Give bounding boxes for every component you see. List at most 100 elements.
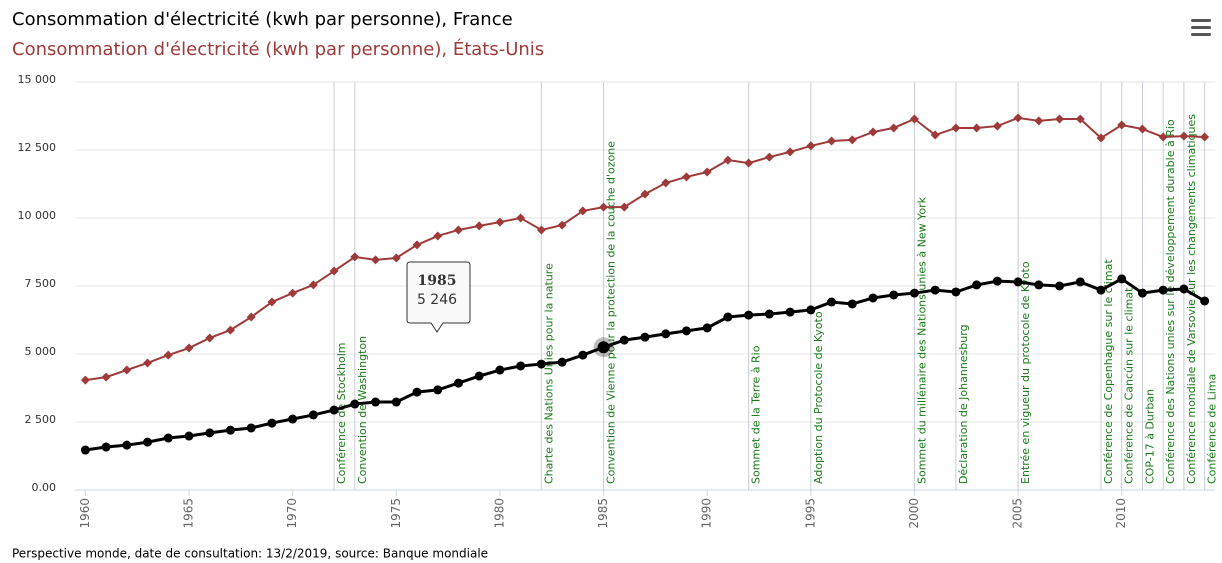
- point: [371, 255, 381, 265]
- y-tick-label: 2 500: [25, 413, 57, 426]
- point: [412, 240, 422, 250]
- point: [909, 114, 919, 124]
- point: [930, 285, 940, 295]
- point: [640, 332, 650, 342]
- point: [992, 121, 1002, 131]
- point: [184, 343, 194, 353]
- event-label: Adoption du Protocole de Kyoto: [812, 311, 825, 484]
- point: [412, 387, 422, 397]
- event-label: Convention de Washington: [356, 336, 369, 484]
- point: [350, 399, 360, 409]
- point: [143, 437, 153, 447]
- point: [1055, 114, 1065, 124]
- point: [1137, 124, 1147, 134]
- point: [827, 297, 837, 307]
- point: [1055, 281, 1065, 291]
- event-label: Conférence des Nations unies sur le déve…: [1164, 119, 1177, 484]
- x-tick-label: 1965: [182, 498, 196, 529]
- point: [308, 280, 318, 290]
- point: [163, 350, 173, 360]
- point: [827, 136, 837, 146]
- point: [101, 442, 111, 452]
- point: [640, 189, 650, 199]
- x-tick-label: 1985: [596, 498, 610, 529]
- menu-bar[interactable]: [1191, 33, 1211, 36]
- point: [391, 397, 401, 407]
- point: [267, 418, 277, 428]
- point: [474, 371, 484, 381]
- point: [1158, 132, 1168, 142]
- point: [702, 167, 712, 177]
- event-label: Sommet du millénaire des Nations unies à…: [915, 196, 928, 484]
- point: [495, 217, 505, 227]
- event-label: Déclaration de Johannesburg: [957, 324, 970, 484]
- event-label: Conférence de Cancún sur le climat: [1123, 287, 1136, 484]
- point: [371, 397, 381, 407]
- point: [681, 172, 691, 182]
- point: [972, 280, 982, 290]
- point: [433, 385, 443, 395]
- x-tick-label: 2005: [1011, 498, 1025, 529]
- point: [1137, 288, 1147, 298]
- menu-bar[interactable]: [1191, 26, 1211, 29]
- point: [288, 288, 298, 298]
- point: [1200, 132, 1210, 142]
- point: [785, 147, 795, 157]
- point: [80, 445, 90, 455]
- point: [474, 221, 484, 231]
- point: [723, 312, 733, 322]
- point: [453, 225, 463, 235]
- x-tick-label: 1980: [492, 498, 506, 529]
- point: [122, 365, 132, 375]
- point: [184, 431, 194, 441]
- point: [681, 326, 691, 336]
- point: [205, 333, 215, 343]
- point: [847, 135, 857, 145]
- point: [847, 299, 857, 309]
- event-label: Conférence de Lima: [1206, 374, 1219, 484]
- point: [619, 202, 629, 212]
- point: [536, 359, 546, 369]
- point: [267, 297, 277, 307]
- point: [578, 350, 588, 360]
- point: [536, 225, 546, 235]
- point: [723, 155, 733, 165]
- point: [205, 428, 215, 438]
- event-label: Charte des Nations Unies pour la nature: [542, 263, 555, 484]
- point: [1096, 133, 1106, 143]
- point: [516, 361, 526, 371]
- point: [785, 307, 795, 317]
- point: [101, 372, 111, 382]
- point: [972, 123, 982, 133]
- event-label: Sommet de la Terre à Rio: [750, 345, 763, 484]
- hover-point: [597, 341, 610, 354]
- menu-bar[interactable]: [1191, 19, 1211, 22]
- point: [225, 425, 235, 435]
- tooltip-value: 5 246: [417, 292, 457, 308]
- x-tick-label: 1990: [700, 498, 714, 529]
- x-tick-label: 1975: [389, 498, 403, 529]
- point: [557, 357, 567, 367]
- point: [80, 375, 90, 385]
- point: [495, 365, 505, 375]
- point: [1117, 120, 1127, 130]
- point: [868, 293, 878, 303]
- point: [702, 323, 712, 333]
- point: [453, 378, 463, 388]
- point: [1013, 113, 1023, 123]
- source-note: Perspective monde, date de consultation:…: [12, 547, 488, 561]
- point: [1158, 285, 1168, 295]
- point: [1075, 114, 1085, 124]
- menu-button[interactable]: [1191, 19, 1211, 36]
- x-tick-label: 1960: [78, 498, 92, 529]
- point: [122, 440, 132, 450]
- tooltip-box: [406, 261, 471, 333]
- x-tick-label: 1970: [285, 498, 299, 529]
- event-label: Entrée en vigueur du protocole de Kyoto: [1019, 261, 1032, 484]
- point: [992, 276, 1002, 286]
- x-tick-label: 1995: [803, 498, 817, 529]
- y-tick-label: 15 000: [18, 73, 57, 86]
- point: [930, 130, 940, 140]
- point: [308, 410, 318, 420]
